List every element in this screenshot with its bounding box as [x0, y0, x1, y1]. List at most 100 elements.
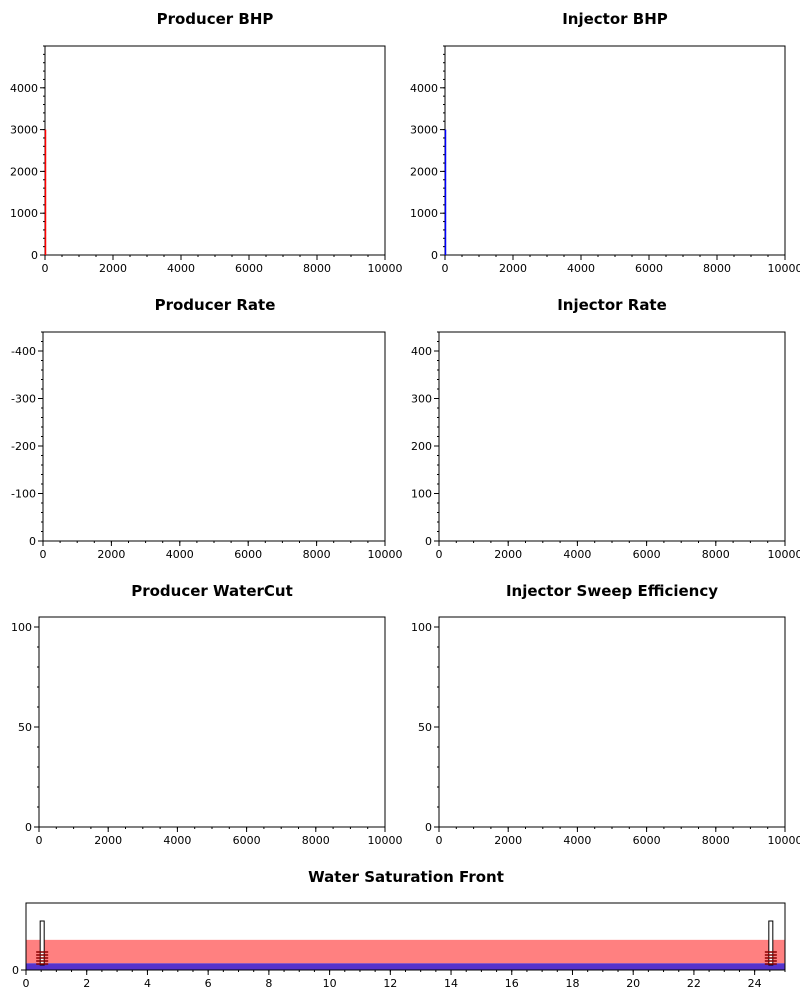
chart-title: Producer WaterCut — [131, 582, 293, 600]
y-tick-label: 0 — [12, 964, 19, 977]
producer-watercut-chart: Producer WaterCut 0 2000 4000 6000 8000 10000 0… — [11, 582, 403, 847]
x-tick-label: 8000 — [703, 262, 731, 275]
x-tick-label: 0 — [36, 834, 43, 847]
injector-bhp-chart: Injector BHP 0 2000 4000 6000 8000 10000 0 1000 2… — [410, 10, 800, 275]
x-tick-label: 0 — [442, 262, 449, 275]
x-tick-label: 0 — [42, 262, 49, 275]
x-tick-label: 6000 — [633, 548, 661, 561]
chart-title: Injector Sweep Efficiency — [506, 582, 718, 600]
y-tick-label: 4000 — [10, 82, 38, 95]
y-tick-label: 100 — [411, 621, 432, 634]
plot-frame — [438, 331, 786, 542]
x-tick-label: 4000 — [563, 834, 591, 847]
chart-title: Water Saturation Front — [308, 868, 504, 886]
y-tick-label: 3000 — [10, 124, 38, 137]
y-tick-label: 50 — [18, 721, 32, 734]
x-tick-label: 0 — [436, 548, 443, 561]
y-tick-label: 1000 — [410, 207, 438, 220]
x-tick-label: 2000 — [494, 548, 522, 561]
chart-title: Producer BHP — [157, 10, 274, 28]
plot-frame — [44, 45, 386, 256]
y-tick-label: 3000 — [410, 124, 438, 137]
x-tick-label: 2 — [83, 977, 90, 990]
y-tick-label: 0 — [431, 249, 438, 262]
x-tick-label: 8000 — [302, 834, 330, 847]
x-tick-label: 6000 — [235, 262, 263, 275]
band-water — [26, 963, 785, 970]
x-tick-label: 2000 — [494, 834, 522, 847]
x-tick-label: 8000 — [702, 834, 730, 847]
y-tick-label: 0 — [25, 821, 32, 834]
x-tick-label: 10000 — [768, 834, 800, 847]
y-tick-label: -100 — [11, 488, 36, 501]
x-tick-label: 24 — [748, 977, 762, 990]
x-tick-label: 6000 — [234, 548, 262, 561]
x-tick-label: 4000 — [163, 834, 191, 847]
x-tick-label: 10000 — [368, 834, 403, 847]
x-tick-label: 6000 — [633, 834, 661, 847]
x-tick-label: 2000 — [97, 548, 125, 561]
plot-frame — [438, 616, 786, 828]
x-tick-label: 10000 — [368, 548, 403, 561]
x-tick-label: 8000 — [702, 548, 730, 561]
band-oil — [26, 939, 785, 964]
well-casing — [768, 920, 774, 966]
x-tick-label: 0 — [436, 834, 443, 847]
x-tick-label: 10000 — [768, 548, 800, 561]
x-tick-label: 4000 — [567, 262, 595, 275]
plot-frame — [38, 616, 386, 828]
x-tick-label: 8 — [265, 977, 272, 990]
y-tick-label: 50 — [418, 721, 432, 734]
x-tick-label: 10000 — [768, 262, 800, 275]
x-tick-label: 22 — [687, 977, 701, 990]
x-tick-label: 8000 — [303, 262, 331, 275]
plot-frame — [444, 45, 786, 256]
x-tick-label: 0 — [23, 977, 30, 990]
producer-well — [36, 920, 49, 966]
plot-frame — [42, 331, 386, 542]
y-tick-label: 400 — [411, 345, 432, 358]
y-tick-label: 4000 — [410, 82, 438, 95]
x-tick-label: 18 — [565, 977, 579, 990]
x-tick-label: 20 — [626, 977, 640, 990]
x-tick-label: 8000 — [303, 548, 331, 561]
y-tick-label: -200 — [11, 440, 36, 453]
y-tick-label: 0 — [31, 249, 38, 262]
x-tick-label: 2000 — [94, 834, 122, 847]
injector-sweep-efficiency-chart: Injector Sweep Efficiency 0 2000 4000 6000 80… — [411, 582, 800, 847]
x-tick-label: 10 — [323, 977, 337, 990]
well-casing — [39, 920, 45, 966]
x-tick-label: 16 — [505, 977, 519, 990]
x-tick-label: 4000 — [167, 262, 195, 275]
x-tick-label: 4 — [144, 977, 151, 990]
x-tick-label: 0 — [40, 548, 47, 561]
producer-rate-chart: Producer Rate 0 2000 4000 6000 8000 10000 0 -100… — [11, 296, 402, 561]
y-tick-label: 0 — [425, 535, 432, 548]
x-tick-label: 6000 — [635, 262, 663, 275]
y-tick-label: -400 — [11, 345, 36, 358]
x-tick-label: 4000 — [563, 548, 591, 561]
injector-well — [764, 920, 777, 966]
y-tick-label: 0 — [29, 535, 36, 548]
chart-title: Injector Rate — [557, 296, 667, 314]
y-tick-label: 2000 — [410, 165, 438, 178]
y-tick-label: -300 — [11, 393, 36, 406]
chart-title: Injector BHP — [562, 10, 668, 28]
injector-rate-chart: Injector Rate 0 2000 4000 6000 8000 10000 0 100 2… — [411, 296, 800, 561]
y-tick-label: 0 — [425, 821, 432, 834]
producer-bhp-chart: Producer BHP 0 2000 4000 6000 8000 10000 0 1000 2… — [10, 10, 403, 275]
y-tick-label: 200 — [411, 440, 432, 453]
y-tick-label: 100 — [11, 621, 32, 634]
y-tick-label: 2000 — [10, 165, 38, 178]
y-tick-label: 100 — [411, 488, 432, 501]
x-tick-label: 2000 — [499, 262, 527, 275]
y-tick-label: 1000 — [10, 207, 38, 220]
x-tick-label: 4000 — [166, 548, 194, 561]
x-tick-label: 10000 — [368, 262, 403, 275]
y-tick-label: 300 — [411, 393, 432, 406]
x-tick-label: 12 — [383, 977, 397, 990]
x-tick-label: 6000 — [233, 834, 261, 847]
x-tick-label: 2000 — [99, 262, 127, 275]
